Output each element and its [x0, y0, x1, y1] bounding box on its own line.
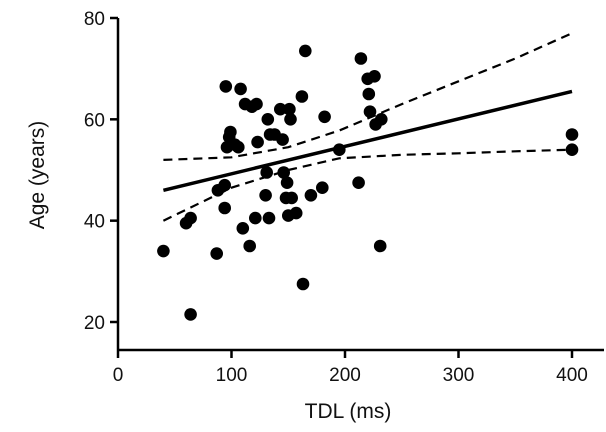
data-point: [219, 80, 233, 93]
data-point: [274, 102, 287, 116]
axes-layer: 0 100 200 300 400 20 40 60 80: [84, 9, 604, 386]
data-point: [218, 178, 231, 192]
data-points-layer: [157, 44, 579, 321]
x-tick-label: 200: [329, 365, 361, 386]
x-axis-title: TDL (ms): [305, 400, 392, 423]
confidence-band-layer: [162, 32, 573, 222]
data-point: [234, 82, 247, 96]
data-point: [373, 239, 387, 253]
data-point: [250, 97, 263, 111]
data-point: [565, 128, 579, 141]
data-point: [333, 143, 346, 156]
x-tick-label: 400: [556, 365, 588, 386]
data-point: [277, 166, 291, 179]
data-point: [283, 102, 296, 116]
y-axis-title: Age (years): [26, 121, 49, 230]
data-point: [352, 176, 365, 189]
data-point: [261, 113, 275, 126]
data-point: [296, 277, 310, 291]
data-point: [363, 105, 377, 118]
data-point: [232, 140, 245, 154]
data-point: [295, 90, 309, 103]
x-tick-label: 100: [216, 365, 248, 386]
data-point: [262, 211, 276, 225]
data-point: [280, 176, 294, 189]
data-point: [354, 52, 368, 65]
confidence-lower-line: [162, 148, 573, 222]
data-point: [260, 166, 274, 179]
data-point: [210, 247, 223, 260]
y-tick-label: 60: [84, 110, 105, 131]
data-point: [304, 189, 318, 202]
fit-line-layer: [162, 89, 573, 192]
data-point: [318, 110, 331, 124]
data-point: [236, 222, 250, 235]
data-point: [375, 113, 388, 126]
data-point: [285, 191, 299, 205]
data-point: [157, 244, 170, 258]
data-point: [284, 113, 297, 126]
data-point: [243, 239, 256, 253]
y-tick-label: 80: [84, 9, 105, 30]
data-point: [249, 211, 262, 225]
data-point: [362, 87, 376, 101]
data-point: [224, 125, 237, 139]
y-tick-label: 40: [84, 212, 105, 233]
data-point: [276, 133, 289, 146]
data-point: [299, 44, 312, 58]
data-point: [316, 181, 329, 194]
x-tick-label: 0: [113, 365, 124, 386]
data-point: [565, 143, 579, 156]
data-point: [289, 206, 303, 220]
data-point: [218, 201, 231, 215]
data-point: [368, 70, 381, 83]
regression-line: [162, 89, 573, 192]
y-tick-label: 20: [84, 313, 105, 334]
x-tick-label: 300: [443, 365, 475, 386]
data-point: [251, 135, 264, 149]
data-point: [259, 189, 272, 202]
data-point: [184, 308, 197, 321]
data-point: [184, 211, 197, 225]
